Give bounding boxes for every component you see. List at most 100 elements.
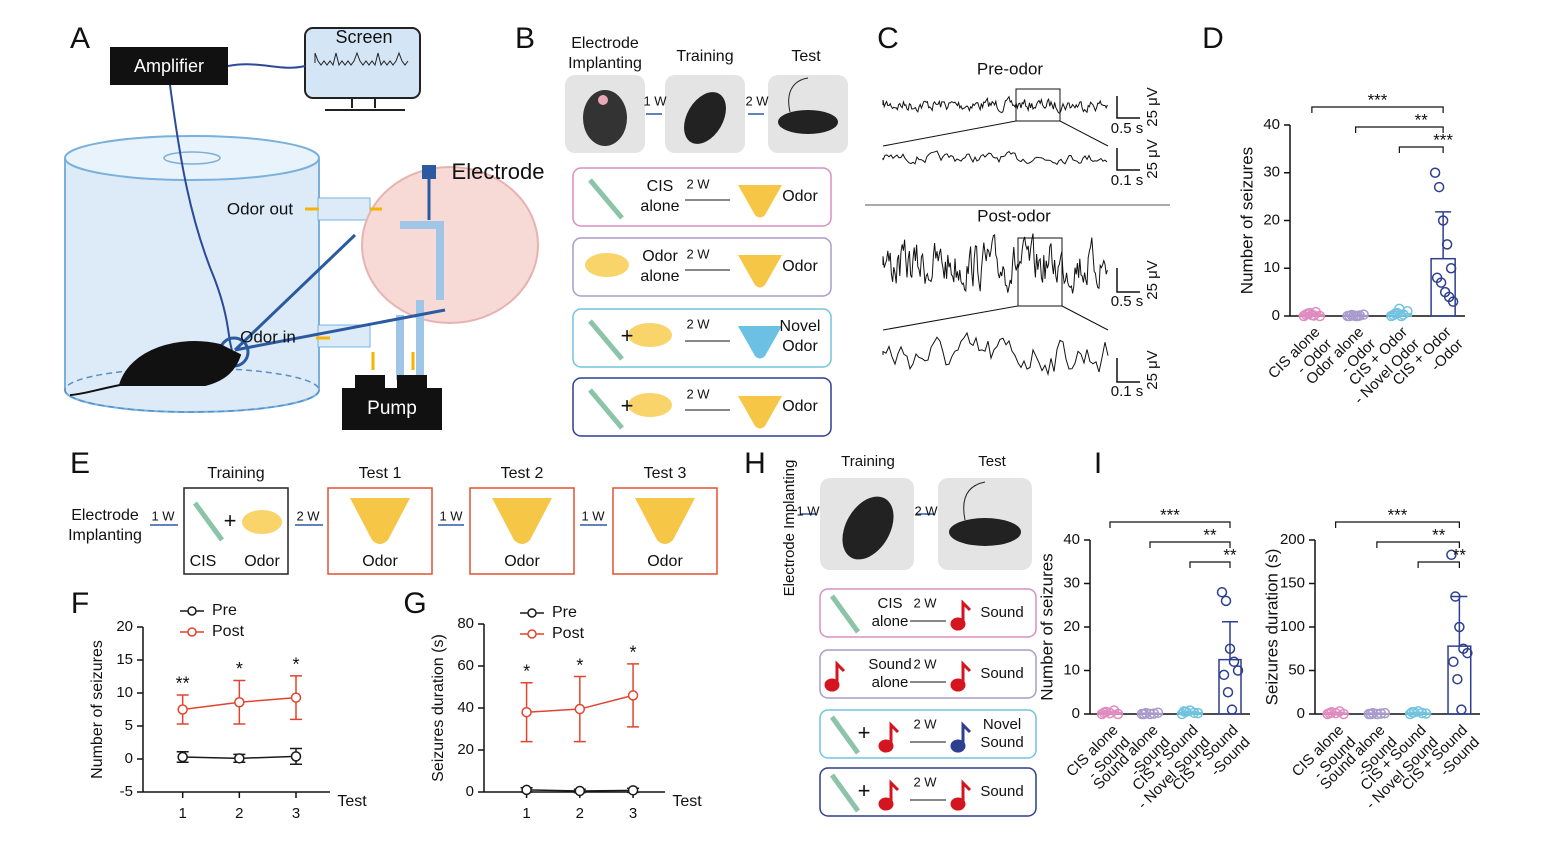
label: 2 W	[686, 176, 710, 191]
data-point	[1454, 621, 1465, 633]
label: alone	[872, 674, 909, 691]
y-tick-label: 50	[1288, 661, 1305, 678]
significance-bracket	[1335, 521, 1460, 528]
label: 1 W	[643, 93, 667, 108]
data-point	[1338, 708, 1349, 720]
data-point	[1420, 708, 1432, 719]
label: Amplifier	[134, 56, 204, 76]
significance-label: ***	[1160, 505, 1180, 524]
significance-label: **	[176, 674, 190, 694]
label: Novel	[780, 318, 821, 335]
label: +	[858, 778, 871, 803]
x-tick-label: 2	[235, 805, 243, 822]
y-tick-label: 40	[1263, 116, 1280, 133]
data-point	[1148, 708, 1160, 719]
label: Odor	[647, 553, 683, 570]
data-point	[1188, 707, 1200, 718]
label: 2 W	[686, 246, 710, 261]
label: 2 W	[913, 716, 937, 731]
panel-label: I	[1094, 447, 1102, 480]
label: 0.1 s	[1111, 383, 1144, 400]
label: 2 W	[914, 503, 938, 518]
significance-label: *	[236, 659, 243, 679]
data-point	[1218, 669, 1230, 681]
label: +	[224, 508, 237, 533]
eeg-trace	[882, 331, 1109, 377]
label: 2 W	[745, 93, 769, 108]
data-point	[627, 690, 639, 701]
panel-label: E	[70, 447, 90, 480]
significance-label: ***	[1368, 90, 1388, 109]
label: Post-odor	[977, 206, 1051, 225]
y-axis-label: Number of seizures	[1037, 553, 1056, 700]
label: Pre-odor	[977, 59, 1043, 78]
label: Implanting	[68, 527, 142, 544]
label: Odor	[504, 553, 540, 570]
eeg-trace	[882, 95, 1108, 114]
legend-label: Pre	[552, 604, 577, 621]
data-point	[1344, 310, 1355, 322]
y-axis-label: Number of seizures	[1237, 147, 1256, 294]
label: Electrode	[71, 507, 139, 524]
significance-label: ***	[1388, 505, 1408, 524]
y-tick-label: 10	[1263, 259, 1280, 276]
data-point	[521, 706, 532, 718]
label: +	[858, 720, 871, 745]
significance-label: **	[1203, 525, 1217, 544]
y-axis-label: Seizures duration (s)	[430, 634, 447, 782]
panel-label: F	[71, 587, 89, 620]
label: 0.5 s	[1111, 293, 1144, 310]
y-tick-label: 100	[1280, 618, 1305, 635]
y-tick-label: 80	[457, 615, 474, 632]
data-point	[1314, 310, 1326, 322]
significance-bracket	[1149, 541, 1231, 548]
data-point	[1433, 181, 1445, 193]
label: 0.5 s	[1111, 120, 1144, 137]
data-point	[1396, 310, 1407, 322]
label: 25 μV	[1144, 139, 1161, 179]
label: Odor	[782, 398, 818, 415]
data-point	[1348, 310, 1359, 321]
significance-label: **	[1432, 525, 1446, 544]
data-point	[1232, 665, 1244, 676]
data-point	[1192, 707, 1204, 719]
error-bar	[1435, 211, 1452, 259]
significance-label: ***	[1433, 130, 1453, 149]
data-point	[290, 692, 302, 703]
y-axis-label: Number of seizures	[89, 640, 106, 779]
y-tick-label: 0	[1297, 705, 1305, 722]
y-tick-label: 30	[1263, 164, 1280, 181]
x-tick-label: 3	[629, 805, 637, 822]
legend-marker	[187, 627, 197, 637]
label: Odor	[362, 553, 398, 570]
data-point	[1178, 706, 1190, 717]
eeg-trace	[882, 233, 1108, 294]
y-tick-label: 20	[457, 741, 474, 758]
legend-marker	[527, 629, 537, 639]
data-point	[234, 753, 245, 764]
y-tick-label: 0	[1272, 307, 1280, 324]
data-point	[1447, 296, 1459, 307]
label: 2 W	[913, 595, 937, 610]
data-point	[1452, 673, 1463, 685]
legend-marker	[527, 608, 537, 618]
panel-label: G	[403, 587, 426, 620]
significance-label: **	[1223, 545, 1237, 564]
label: Training	[841, 453, 895, 470]
y-tick-label: 10	[1063, 661, 1080, 678]
data-point	[1456, 704, 1467, 715]
data-point	[1228, 656, 1240, 668]
significance-bracket	[1398, 146, 1444, 153]
y-tick-label: 30	[1063, 574, 1080, 591]
data-point	[1220, 595, 1232, 607]
data-point	[1437, 215, 1449, 226]
y-tick-label: 200	[1280, 531, 1305, 548]
label: Electrode	[571, 35, 639, 52]
label: 2 W	[913, 656, 937, 671]
label: 2 W	[913, 774, 937, 789]
y-tick-label: 0	[466, 783, 474, 800]
label: Test 1	[359, 465, 402, 482]
label: Pump	[367, 398, 417, 419]
screen-trace	[314, 51, 409, 67]
data-point	[1462, 647, 1473, 659]
